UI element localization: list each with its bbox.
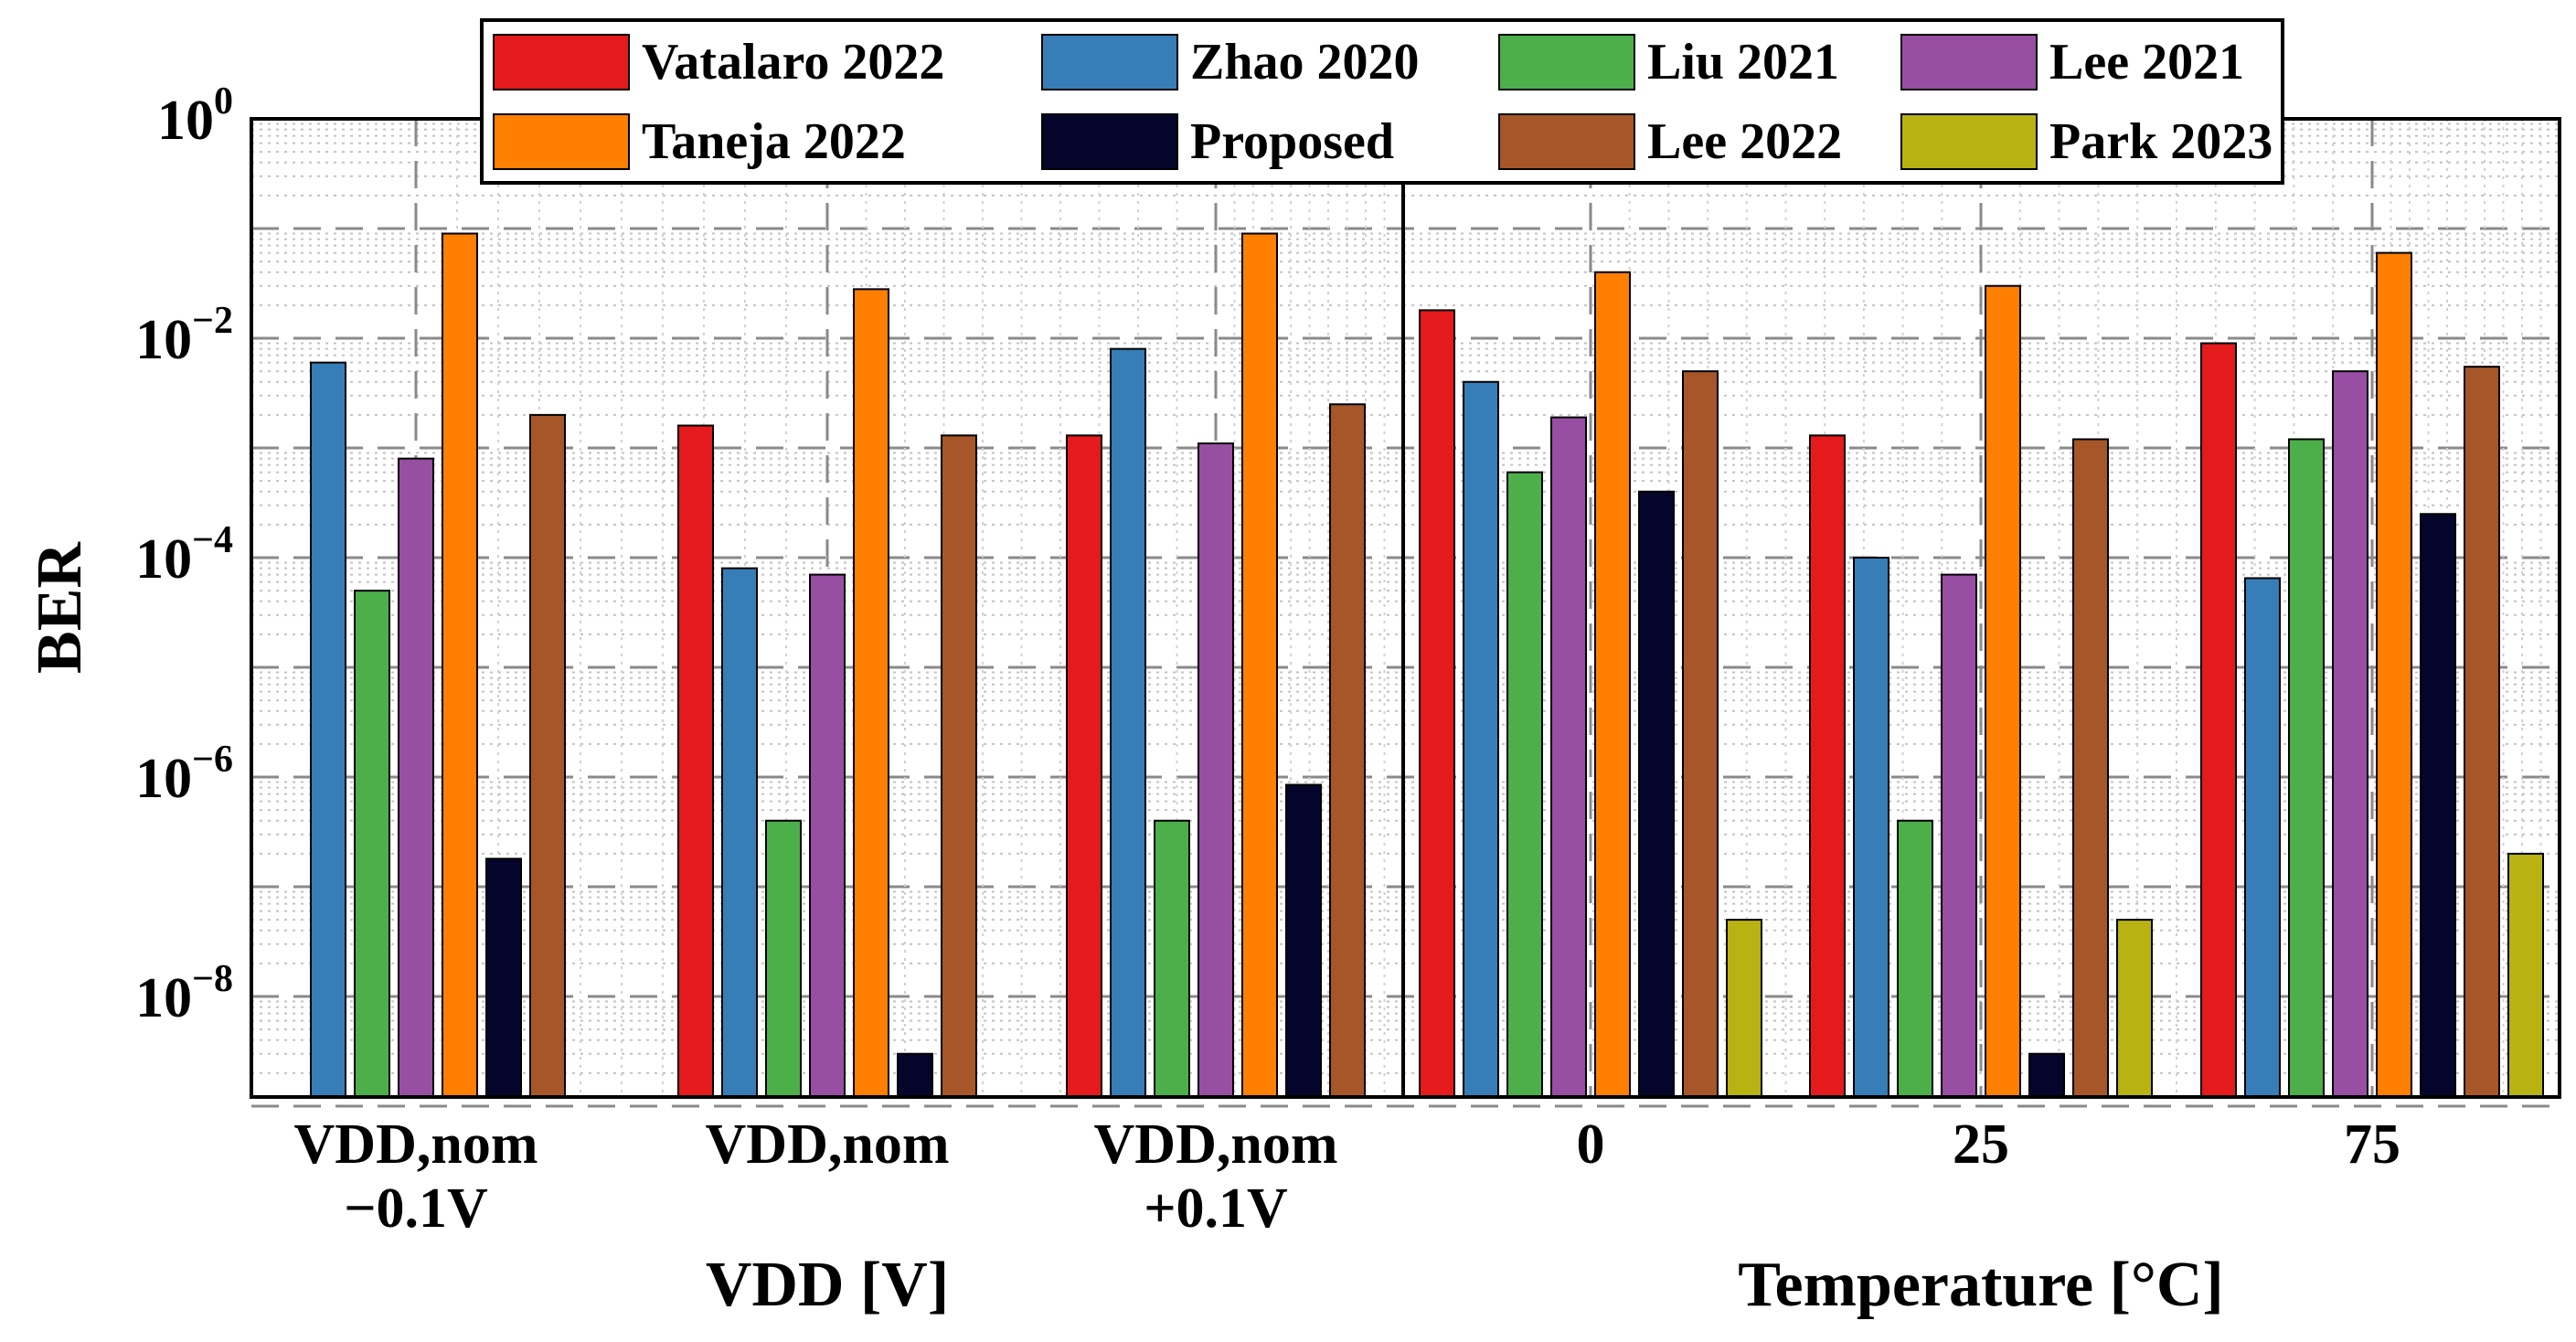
y-tick-labels: 100 10−2 10−4 10−6 10−8	[135, 80, 233, 1029]
legend-label-liu-2021: Liu 2021	[1647, 34, 1839, 91]
legend-label-vatalaro-2022: Vatalaro 2022	[642, 34, 944, 91]
bar-vatalaro-2022-temperature-1	[1809, 434, 1846, 1099]
legend-swatch-taneja-2022	[493, 113, 630, 170]
bars-layer	[310, 232, 2544, 1099]
bar-lee-2022-vdd-2	[1329, 403, 1366, 1098]
y-tick-label: 100	[157, 80, 233, 152]
bar-zhao-2020-vdd-2	[1110, 347, 1146, 1098]
legend-label-lee-2022: Lee 2022	[1647, 113, 1842, 170]
legend-swatch-vatalaro-2022	[493, 34, 630, 91]
bar-vatalaro-2022-temperature-0	[1419, 309, 1455, 1098]
bar-liu-2021-vdd-2	[1154, 819, 1190, 1098]
x-tick-label-temperature-1: 25	[1953, 1113, 2009, 1176]
legend-swatch-lee-2021	[1900, 34, 2038, 91]
bar-liu-2021-temperature-1	[1897, 819, 1933, 1098]
bar-taneja-2022-temperature-0	[1594, 271, 1631, 1098]
x-tick-label-temperature-2: 75	[2344, 1113, 2400, 1176]
bar-lee-2022-temperature-0	[1682, 370, 1719, 1098]
bar-zhao-2020-temperature-0	[1463, 380, 1499, 1098]
legend-swatch-liu-2021	[1498, 34, 1635, 91]
y-axis-label: BER	[25, 541, 95, 674]
legend-label-park-2023: Park 2023	[2049, 113, 2273, 170]
bar-lee-2022-vdd-1	[941, 434, 977, 1099]
bar-park-2023-temperature-2	[2507, 852, 2544, 1098]
bar-taneja-2022-temperature-2	[2376, 251, 2412, 1099]
x-tick-label-vdd-0-line2: −0.1V	[344, 1177, 488, 1240]
bar-vatalaro-2022-vdd-1	[677, 424, 714, 1098]
y-tick-label: 10−2	[135, 300, 233, 371]
bar-lee-2021-vdd-0	[398, 457, 434, 1098]
y-tick-label: 10−6	[135, 739, 233, 810]
bar-lee-2021-vdd-2	[1198, 442, 1234, 1098]
bar-liu-2021-temperature-0	[1506, 471, 1543, 1098]
bar-lee-2021-temperature-1	[1941, 573, 1977, 1098]
legend-swatch-proposed	[1041, 113, 1178, 170]
legend-label-taneja-2022: Taneja 2022	[642, 113, 906, 170]
legend-swatch-lee-2022	[1498, 113, 1635, 170]
legend-swatch-zhao-2020	[1041, 34, 1178, 91]
bar-zhao-2020-vdd-1	[721, 567, 758, 1098]
bar-lee-2022-temperature-1	[2072, 438, 2109, 1099]
bar-vatalaro-2022-temperature-2	[2200, 342, 2237, 1098]
bar-lee-2021-temperature-2	[2332, 370, 2368, 1098]
x-tick-label-temperature-0: 0	[1577, 1113, 1605, 1176]
bar-taneja-2022-vdd-2	[1241, 232, 1278, 1098]
bar-park-2023-temperature-1	[2116, 919, 2153, 1098]
legend-label-lee-2021: Lee 2021	[2049, 34, 2244, 91]
bar-taneja-2022-vdd-0	[442, 232, 478, 1098]
legend-swatch-park-2023	[1900, 113, 2038, 170]
legend-label-zhao-2020: Zhao 2020	[1190, 34, 1420, 91]
x-tick-label-vdd-2: VDD,nom	[1094, 1113, 1338, 1176]
bar-lee-2022-temperature-2	[2464, 366, 2500, 1098]
legend: Vatalaro 2022 Zhao 2020 Liu 2021 Lee 2021 Ta…	[480, 18, 2284, 185]
x-axis-label-temperature: Temperature [°C]	[1738, 1250, 2224, 1320]
bar-proposed-vdd-0	[485, 857, 522, 1098]
x-tick-label-vdd-2-line2: +0.1V	[1144, 1177, 1288, 1240]
bar-proposed-temperature-1	[2028, 1052, 2065, 1099]
bar-zhao-2020-temperature-2	[2244, 577, 2281, 1098]
bar-vatalaro-2022-vdd-2	[1066, 434, 1102, 1099]
bar-liu-2021-temperature-2	[2288, 438, 2325, 1099]
x-tick-label-vdd-0: VDD,nom	[294, 1113, 538, 1176]
x-axis-label-vdd: VDD [V]	[706, 1250, 949, 1320]
bar-liu-2021-vdd-1	[765, 819, 802, 1098]
bar-lee-2021-temperature-0	[1550, 416, 1587, 1098]
bar-taneja-2022-vdd-1	[853, 288, 889, 1098]
bar-taneja-2022-temperature-1	[1985, 284, 2021, 1099]
y-tick-label: 10−8	[135, 958, 233, 1029]
bar-zhao-2020-temperature-1	[1853, 557, 1889, 1098]
bar-proposed-vdd-2	[1285, 783, 1322, 1098]
bar-proposed-vdd-1	[897, 1052, 933, 1099]
bar-proposed-temperature-0	[1638, 490, 1675, 1098]
legend-label-proposed: Proposed	[1190, 113, 1394, 170]
bar-zhao-2020-vdd-0	[310, 361, 346, 1099]
bar-lee-2021-vdd-1	[809, 573, 846, 1098]
bar-lee-2022-vdd-0	[529, 413, 566, 1098]
bar-liu-2021-vdd-0	[354, 590, 390, 1098]
x-tick-label-vdd-1: VDD,nom	[706, 1113, 950, 1176]
bar-park-2023-temperature-0	[1726, 919, 1762, 1098]
y-tick-label: 10−4	[135, 519, 233, 591]
bar-proposed-temperature-2	[2420, 513, 2456, 1098]
